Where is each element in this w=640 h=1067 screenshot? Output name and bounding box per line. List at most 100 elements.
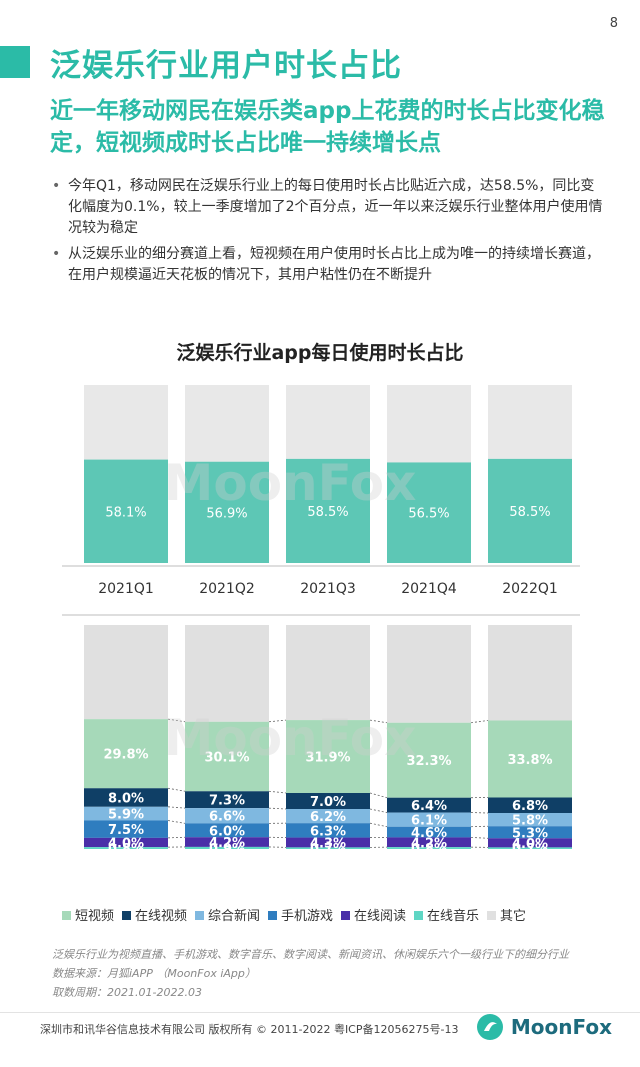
connector-line bbox=[470, 720, 489, 724]
segment-label: 8.0% bbox=[108, 792, 144, 807]
stack-segment bbox=[488, 838, 572, 848]
chart-title: 泛娱乐行业app每日使用时长占比 bbox=[176, 342, 464, 364]
stack-segment bbox=[488, 826, 572, 839]
legend-label: 在线视频 bbox=[135, 909, 187, 924]
bullet-item: 从泛娱乐业的细分赛道上看，短视频在用户使用时长占比上成为唯一的持续增长赛道，在用… bbox=[52, 244, 608, 286]
connector-line bbox=[167, 806, 186, 809]
segment-label: 4.2% bbox=[209, 836, 245, 851]
stack-segment bbox=[387, 847, 471, 849]
segment-label: 6.3% bbox=[310, 824, 346, 839]
legend-swatch bbox=[414, 911, 423, 920]
segment-label: 6.0% bbox=[209, 824, 245, 839]
data-label: 56.5% bbox=[408, 507, 449, 522]
stack-segment bbox=[286, 847, 370, 849]
stack-segment bbox=[84, 847, 168, 849]
legend-label: 在线阅读 bbox=[354, 909, 406, 924]
x-tick-label: 2022Q1 bbox=[502, 581, 558, 597]
bar-remainder bbox=[84, 385, 168, 460]
connector-line bbox=[470, 825, 489, 828]
segment-label: 6.4% bbox=[411, 799, 447, 814]
segment-label: 0.8% bbox=[108, 842, 144, 857]
segment-label: 4.2% bbox=[411, 836, 447, 851]
connector-line bbox=[369, 822, 388, 828]
stack-segment bbox=[286, 720, 370, 793]
page-number: 8 bbox=[609, 16, 618, 31]
brand-name: MoonFox bbox=[510, 1015, 612, 1039]
connector-line bbox=[268, 790, 287, 794]
stack-segment bbox=[286, 823, 370, 838]
watermark-text: MoonFox bbox=[164, 709, 417, 767]
footnotes: 泛娱乐行业为视频直播、手机游戏、数字音乐、数字阅读、新闻资讯、休闲娱乐六个一级行… bbox=[52, 945, 569, 1002]
bullet-item: 今年Q1，移动网民在泛娱乐行业上的每日使用时长占比贴近六成，达58.5%，同比变… bbox=[52, 176, 608, 239]
stack-segment bbox=[488, 812, 572, 827]
legend-swatch bbox=[268, 911, 277, 920]
watermark-text: MoonFox bbox=[164, 454, 417, 512]
page-subtitle: 近一年移动网民在娱乐类app上花费的时长占比变化稳定，短视频成时长占比唯一持续增… bbox=[50, 98, 605, 156]
page-title: 泛娱乐行业用户时长占比 bbox=[50, 48, 402, 84]
footnote-definition: 泛娱乐行业为视频直播、手机游戏、数字音乐、数字阅读、新闻资讯、休闲娱乐六个一级行… bbox=[52, 948, 569, 961]
segment-label: 4.0% bbox=[108, 837, 144, 852]
stack-segment bbox=[84, 837, 168, 848]
bar-total-share bbox=[488, 458, 572, 563]
stack-segment bbox=[84, 625, 168, 720]
stack-segment bbox=[84, 719, 168, 789]
stack-segment bbox=[84, 820, 168, 838]
legend-label: 综合新闻 bbox=[208, 908, 260, 924]
legend-label: 其它 bbox=[500, 908, 526, 924]
stack-segment bbox=[185, 721, 269, 792]
legend-swatch bbox=[62, 911, 71, 920]
brand-logo: MoonFox bbox=[475, 1012, 612, 1042]
segment-label: 4.6% bbox=[411, 826, 447, 841]
segment-label: 0.8% bbox=[411, 842, 447, 857]
moonfox-logo-icon bbox=[476, 1014, 503, 1040]
segment-label: 4.0% bbox=[512, 837, 548, 852]
stack-segment bbox=[185, 837, 269, 847]
data-label: 56.9% bbox=[206, 506, 247, 521]
stack-segment bbox=[387, 812, 471, 827]
bar-remainder bbox=[286, 385, 370, 459]
segment-label: 29.8% bbox=[103, 748, 148, 763]
footer-divider bbox=[0, 1012, 640, 1013]
stack-segment bbox=[488, 847, 572, 849]
connector-line bbox=[167, 718, 186, 723]
segment-label: 6.2% bbox=[310, 810, 346, 825]
legend-swatch bbox=[341, 911, 350, 920]
segment-label: 6.6% bbox=[209, 810, 245, 825]
stack-segment bbox=[84, 806, 168, 821]
segment-label: 6.8% bbox=[512, 799, 548, 814]
data-label: 58.5% bbox=[307, 505, 348, 520]
stack-segment bbox=[387, 837, 471, 848]
segment-label: 5.9% bbox=[108, 808, 144, 823]
stack-segment bbox=[286, 809, 370, 824]
legend-swatch bbox=[195, 911, 204, 920]
bar-total-share bbox=[387, 462, 471, 563]
bar-remainder bbox=[488, 385, 572, 459]
stack-segment bbox=[185, 808, 269, 824]
x-tick-label: 2021Q2 bbox=[199, 581, 255, 597]
connector-line bbox=[268, 807, 287, 810]
connector-line bbox=[268, 719, 287, 723]
segment-label: 0.7% bbox=[310, 842, 346, 857]
x-tick-label: 2021Q1 bbox=[98, 581, 154, 597]
legend-swatch bbox=[487, 911, 496, 920]
segment-label: 0.7% bbox=[512, 842, 548, 857]
stack-segment bbox=[185, 846, 269, 849]
segment-label: 30.1% bbox=[204, 751, 249, 766]
stack-segment bbox=[185, 625, 269, 722]
bar-remainder bbox=[185, 385, 269, 462]
connector-line bbox=[167, 787, 186, 792]
stack-segment bbox=[185, 791, 269, 809]
stack-segment bbox=[387, 797, 471, 813]
stack-segment bbox=[387, 625, 471, 723]
legend-label: 短视频 bbox=[75, 909, 114, 924]
footnote-source: 数据来源：月狐iAPP （MoonFox iApp） bbox=[52, 967, 256, 980]
data-label: 58.5% bbox=[509, 505, 550, 520]
legend-swatch bbox=[122, 911, 131, 920]
segment-label: 33.8% bbox=[507, 753, 552, 768]
segment-label: 32.3% bbox=[406, 754, 451, 769]
segment-label: 31.9% bbox=[305, 751, 350, 766]
stack-segment bbox=[488, 720, 572, 798]
stack-segment bbox=[488, 797, 572, 813]
stack-segment bbox=[387, 826, 471, 838]
legend-label: 在线音乐 bbox=[427, 908, 479, 924]
